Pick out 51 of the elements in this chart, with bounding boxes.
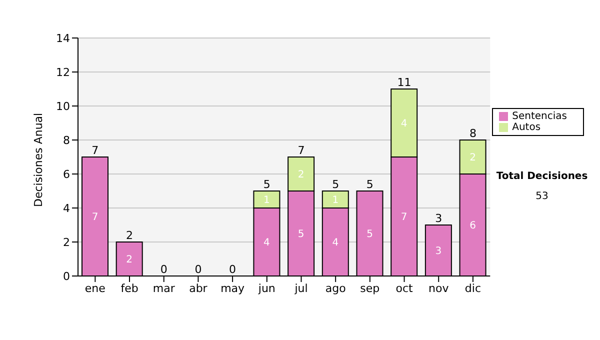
- total-label: 7: [92, 144, 99, 157]
- total-label: 0: [160, 263, 168, 276]
- x-tick-label: sep: [360, 282, 380, 295]
- total-label: 0: [194, 263, 202, 276]
- text: Total Decisiones: [495, 171, 589, 182]
- data-label: 5: [298, 229, 304, 240]
- x-tick-label: abr: [189, 282, 208, 295]
- x-tick-label: ene: [84, 282, 106, 295]
- y-tick-label: 2: [63, 236, 70, 249]
- legend-label: Autos: [512, 122, 541, 133]
- total-label: 7: [298, 144, 305, 157]
- data-label: 7: [400, 212, 408, 224]
- x-tick-label: ago: [325, 282, 346, 295]
- data-label: 3: [435, 246, 442, 258]
- x-tick-label: nov: [428, 282, 450, 295]
- legend-label: Sentencias: [512, 111, 567, 122]
- data-label: 4: [264, 238, 270, 249]
- data-label: 6: [470, 220, 476, 232]
- x-tick-label: mar: [152, 282, 176, 295]
- x-tick-label: feb: [120, 282, 138, 295]
- total-label: 5: [366, 178, 374, 191]
- data-label: 1: [264, 195, 270, 206]
- y-tick-label: 0: [63, 270, 70, 283]
- total-label: 5: [332, 178, 340, 191]
- total-label: 3: [435, 212, 442, 225]
- total-label: 5: [263, 178, 270, 191]
- total-label: 8: [469, 127, 476, 140]
- data-label: 4: [332, 238, 339, 249]
- y-tick-label: 4: [63, 202, 70, 215]
- total-label: 2: [126, 229, 134, 242]
- data-label: 5: [366, 229, 373, 240]
- total-label: 11: [397, 76, 412, 89]
- x-tick-label: oct: [396, 282, 414, 295]
- x-tick-label: may: [220, 282, 246, 295]
- data-label: 1: [332, 195, 339, 206]
- data-label: 2: [126, 254, 133, 266]
- x-tick-label: jun: [257, 282, 276, 295]
- x-tick-label: dic: [464, 282, 481, 295]
- data-label: 2: [298, 170, 304, 181]
- y-tick-label: 10: [56, 100, 70, 113]
- y-tick-label: 8: [63, 134, 70, 147]
- y-tick-label: 6: [63, 168, 70, 181]
- y-tick-label: 14: [56, 32, 70, 45]
- y-tick-label: 12: [56, 66, 70, 79]
- data-label: 2: [470, 152, 476, 164]
- total-label: 0: [229, 263, 236, 276]
- text: 53: [534, 191, 550, 202]
- x-tick-label: jul: [294, 282, 308, 295]
- data-label: 4: [400, 118, 408, 130]
- y-axis-title: Decisiones Anual: [32, 112, 45, 207]
- data-label: 7: [92, 212, 98, 224]
